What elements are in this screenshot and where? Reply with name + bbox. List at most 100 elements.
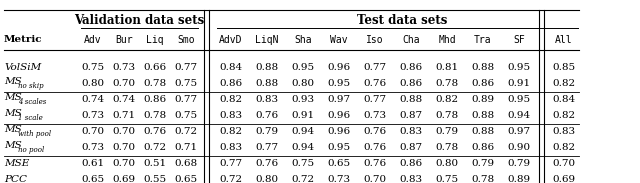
Text: 0.75: 0.75 [175,79,198,87]
Text: MS: MS [4,126,22,135]
Text: 0.94: 0.94 [508,111,531,119]
Text: 0.80: 0.80 [435,158,459,167]
Text: 0.82: 0.82 [220,94,243,104]
Text: 0.95: 0.95 [328,143,351,152]
Text: 0.61: 0.61 [81,158,104,167]
Text: 0.71: 0.71 [113,111,136,119]
Text: Tra: Tra [474,35,492,45]
Text: 0.65: 0.65 [328,158,351,167]
Text: Test data sets: Test data sets [357,14,448,27]
Text: 0.94: 0.94 [291,143,315,152]
Text: LiqN: LiqN [255,35,279,45]
Text: 0.88: 0.88 [472,63,495,72]
Text: Iso: Iso [366,35,384,45]
Text: Wav: Wav [330,35,348,45]
Text: 0.75: 0.75 [81,63,104,72]
Text: Smo: Smo [177,35,195,45]
Text: 0.78: 0.78 [435,143,459,152]
Text: 0.78: 0.78 [143,79,166,87]
Text: Mhd: Mhd [438,35,456,45]
Text: 0.79: 0.79 [472,158,495,167]
Text: 0.83: 0.83 [220,111,243,119]
Text: 0.70: 0.70 [113,79,136,87]
Text: 0.95: 0.95 [508,94,531,104]
Text: 0.77: 0.77 [220,158,243,167]
Text: 0.81: 0.81 [435,63,459,72]
Text: 0.76: 0.76 [364,79,387,87]
Text: 0.87: 0.87 [399,111,422,119]
Text: 0.72: 0.72 [143,143,166,152]
Text: 0.77: 0.77 [364,94,387,104]
Text: 0.72: 0.72 [220,175,243,183]
Text: 0.51: 0.51 [143,158,166,167]
Text: 0.83: 0.83 [552,126,575,135]
Text: 0.78: 0.78 [143,111,166,119]
Text: 0.96: 0.96 [328,63,351,72]
Text: 0.88: 0.88 [255,63,278,72]
Text: 0.84: 0.84 [552,94,575,104]
Text: 0.96: 0.96 [328,126,351,135]
Text: 0.66: 0.66 [143,63,166,72]
Text: 0.82: 0.82 [552,79,575,87]
Text: no pool: no pool [18,145,44,154]
Text: 4 scales: 4 scales [18,98,46,106]
Text: 0.55: 0.55 [143,175,166,183]
Text: 0.70: 0.70 [552,158,575,167]
Text: 0.75: 0.75 [291,158,315,167]
Text: 0.71: 0.71 [175,143,198,152]
Text: 0.73: 0.73 [328,175,351,183]
Text: 0.83: 0.83 [220,143,243,152]
Text: 0.89: 0.89 [472,94,495,104]
Text: Bur: Bur [115,35,133,45]
Text: 0.83: 0.83 [399,126,422,135]
Text: MS: MS [4,109,22,119]
Text: 0.76: 0.76 [364,143,387,152]
Text: 0.68: 0.68 [175,158,198,167]
Text: 0.65: 0.65 [81,175,104,183]
Text: 0.94: 0.94 [291,126,315,135]
Text: 0.95: 0.95 [291,63,315,72]
Text: 0.86: 0.86 [143,94,166,104]
Text: 0.86: 0.86 [472,143,495,152]
Text: 0.77: 0.77 [175,63,198,72]
Text: 0.79: 0.79 [508,158,531,167]
Text: 0.73: 0.73 [364,111,387,119]
Text: MS: MS [4,77,22,87]
Text: 0.95: 0.95 [508,63,531,72]
Text: 0.79: 0.79 [435,126,459,135]
Text: 0.88: 0.88 [255,79,278,87]
Text: 0.82: 0.82 [220,126,243,135]
Text: 0.83: 0.83 [255,94,278,104]
Text: 0.82: 0.82 [552,111,575,119]
Text: SF: SF [513,35,525,45]
Text: 0.79: 0.79 [255,126,278,135]
Text: 0.70: 0.70 [113,158,136,167]
Text: 0.73: 0.73 [113,63,136,72]
Text: Sha: Sha [294,35,312,45]
Text: 0.91: 0.91 [508,79,531,87]
Text: 0.70: 0.70 [81,126,104,135]
Text: 0.78: 0.78 [435,111,459,119]
Text: 0.78: 0.78 [435,79,459,87]
Text: 0.86: 0.86 [399,79,422,87]
Text: Validation data sets: Validation data sets [74,14,205,27]
Text: 0.90: 0.90 [508,143,531,152]
Text: 0.65: 0.65 [175,175,198,183]
Text: 0.74: 0.74 [113,94,136,104]
Text: 0.96: 0.96 [328,111,351,119]
Text: 0.88: 0.88 [472,126,495,135]
Text: 0.93: 0.93 [291,94,315,104]
Text: 0.73: 0.73 [81,111,104,119]
Text: 1 scale: 1 scale [18,113,43,122]
Text: Cha: Cha [402,35,420,45]
Text: 0.70: 0.70 [113,143,136,152]
Text: 0.78: 0.78 [472,175,495,183]
Text: Metric: Metric [4,36,42,44]
Text: 0.75: 0.75 [435,175,459,183]
Text: 0.69: 0.69 [113,175,136,183]
Text: 0.80: 0.80 [291,79,315,87]
Text: AdvD: AdvD [220,35,243,45]
Text: 0.69: 0.69 [552,175,575,183]
Text: MS: MS [4,94,22,102]
Text: 0.70: 0.70 [364,175,387,183]
